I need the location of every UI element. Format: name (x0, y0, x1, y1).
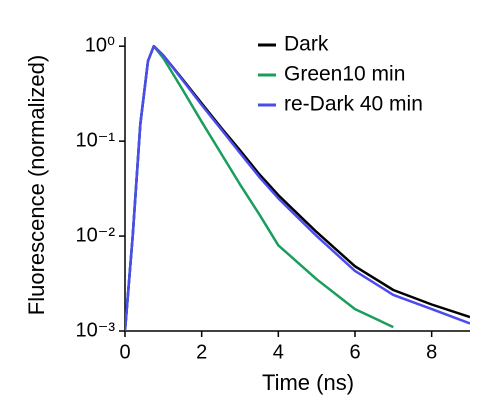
x-tick-label: 8 (426, 341, 437, 363)
x-axis-label: Time (ns) (262, 370, 354, 395)
legend-label: Dark (284, 33, 329, 56)
series-line (125, 44, 394, 331)
series-line (125, 44, 470, 331)
x-tick-label: 2 (196, 341, 207, 363)
plot-area (125, 44, 470, 331)
legend-label: Green10 min (284, 63, 405, 86)
y-tick-label: 10⁻² (76, 224, 116, 246)
y-tick-label: 10⁰ (85, 34, 115, 56)
x-tick-label: 0 (119, 341, 130, 363)
x-tick-label: 4 (273, 341, 284, 363)
series-line (125, 44, 470, 331)
y-tick-label: 10⁻¹ (76, 129, 116, 151)
x-tick-label: 6 (349, 341, 360, 363)
y-axis-label: Fluorescence (normalized) (24, 55, 49, 315)
y-tick-label: 10⁻³ (76, 319, 116, 341)
legend-label: re-Dark 40 min (284, 93, 423, 116)
